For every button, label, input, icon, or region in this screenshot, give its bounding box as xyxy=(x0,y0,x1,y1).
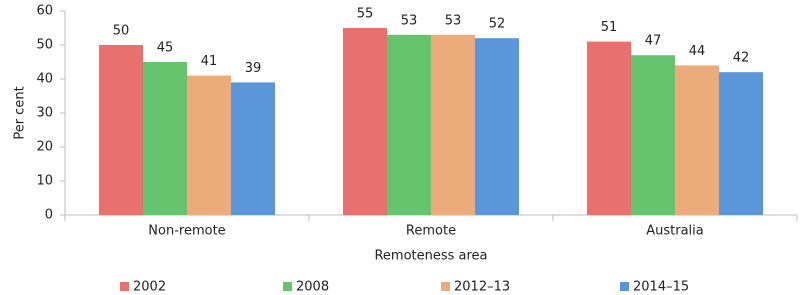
legend-swatch xyxy=(620,282,629,291)
bar xyxy=(387,34,431,215)
data-label: 39 xyxy=(245,61,262,76)
y-axis-title: Per cent xyxy=(13,86,28,139)
bar xyxy=(343,28,387,215)
x-tick-label: Remote xyxy=(406,224,456,239)
bar xyxy=(475,38,519,216)
y-tick-label: 30 xyxy=(36,106,53,121)
data-label: 51 xyxy=(601,20,618,35)
legend-label: 2002 xyxy=(133,280,166,295)
data-label: 45 xyxy=(157,41,174,56)
data-label: 53 xyxy=(445,13,462,28)
bar xyxy=(231,82,275,216)
bar xyxy=(99,45,143,215)
x-tick-label: Non-remote xyxy=(148,224,225,239)
y-tick-label: 60 xyxy=(36,4,53,19)
y-tick-label: 10 xyxy=(36,174,53,189)
legend-label: 2012–13 xyxy=(454,280,510,295)
legend-swatch xyxy=(441,282,450,291)
bar xyxy=(431,34,475,215)
data-label: 42 xyxy=(733,51,750,66)
data-label: 44 xyxy=(689,44,706,59)
legend-swatch xyxy=(120,282,129,291)
data-label: 41 xyxy=(201,54,218,69)
x-axis-title: Remoteness area xyxy=(374,249,487,264)
legend-label: 2008 xyxy=(296,280,329,295)
bar xyxy=(143,62,187,215)
data-label: 53 xyxy=(401,13,418,28)
data-label: 50 xyxy=(113,24,130,39)
y-tick-label: 20 xyxy=(36,140,53,155)
bar xyxy=(719,72,763,215)
bar xyxy=(187,75,231,215)
bar xyxy=(587,41,631,215)
data-label: 52 xyxy=(489,17,506,32)
data-label: 55 xyxy=(357,7,374,22)
y-tick-label: 50 xyxy=(36,38,53,53)
y-tick-label: 0 xyxy=(45,208,53,223)
legend-label: 2014–15 xyxy=(633,280,689,295)
bar xyxy=(631,55,675,216)
x-tick-label: Australia xyxy=(646,224,704,239)
legend-swatch xyxy=(283,282,292,291)
y-tick-label: 40 xyxy=(36,72,53,87)
bar xyxy=(675,65,719,216)
data-label: 47 xyxy=(645,34,662,49)
